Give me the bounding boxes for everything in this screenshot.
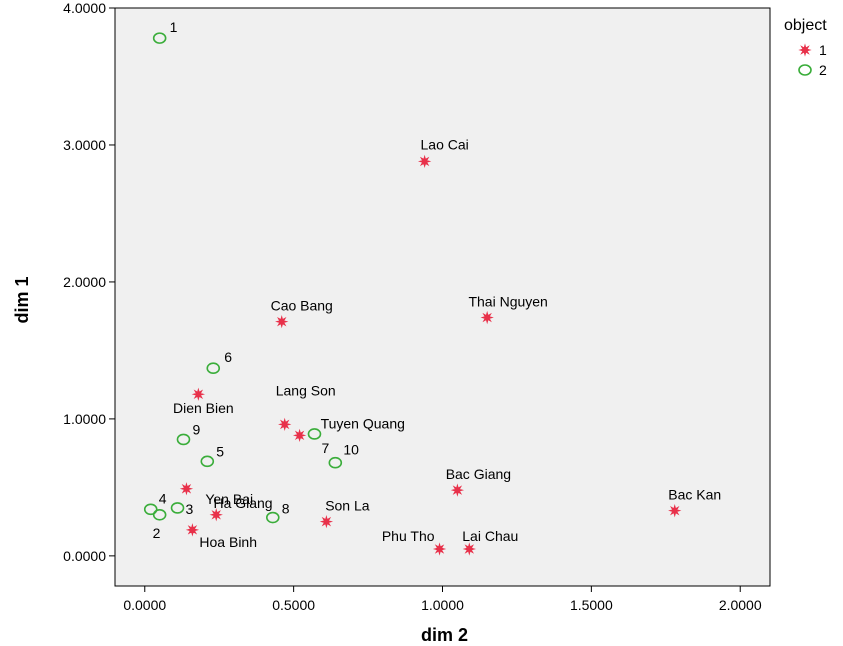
data-point-circle — [798, 64, 812, 76]
data-point-star — [209, 508, 223, 522]
point-label: Ha Giang — [213, 495, 272, 511]
point-label: 7 — [321, 440, 329, 456]
data-point-circle — [170, 502, 185, 514]
point-label: Phu Tho — [382, 528, 435, 544]
y-axis-label: dim 1 — [12, 276, 32, 323]
point-label: 5 — [216, 443, 224, 459]
point-label: Thai Nguyen — [468, 294, 547, 310]
series-2: 1 6 95 7 10 4 3 2 8 — [143, 19, 359, 541]
data-point-circle — [328, 456, 343, 469]
x-tick-label: 0.0000 — [123, 597, 166, 613]
point-label: 8 — [282, 501, 290, 517]
data-point-star — [668, 504, 682, 518]
data-point-star — [417, 154, 432, 169]
data-point-star — [191, 387, 206, 401]
point-label: 9 — [192, 421, 200, 437]
legend-title: object — [784, 17, 827, 34]
data-point-circle — [200, 455, 215, 468]
point-label: Cao Bang — [271, 298, 333, 314]
point-label: 4 — [159, 490, 167, 506]
point-label: Tuyen Quang — [321, 415, 405, 431]
y-tick-label: 3.0000 — [63, 137, 106, 153]
x-tick-label: 0.5000 — [272, 597, 315, 613]
data-point-circle — [206, 362, 221, 375]
point-label: Lai Chau — [462, 528, 518, 544]
data-point-star — [275, 314, 289, 329]
y-tick-label: 0.0000 — [63, 548, 106, 564]
data-point-circle — [265, 511, 280, 524]
series-1: Lao Cai Thai Nguyen Cao Bang Dien Bien Lang … — [173, 136, 721, 556]
legend: object 1 2 — [784, 17, 827, 78]
data-point-circle — [143, 503, 158, 516]
data-point-circle — [152, 32, 167, 44]
point-label: Dien Bien — [173, 400, 234, 416]
data-point-star — [450, 483, 465, 497]
y-tick-label: 4.0000 — [63, 0, 106, 16]
y-tick-label: 2.0000 — [63, 274, 106, 290]
data-point-circle — [176, 433, 191, 446]
point-label: Bac Giang — [446, 466, 511, 482]
data-point-star — [179, 482, 194, 496]
data-point-star — [462, 542, 476, 556]
point-label: 2 — [153, 525, 161, 541]
point-label: 6 — [224, 349, 232, 365]
data-point-star — [292, 428, 307, 442]
y-tick-label: 1.0000 — [63, 411, 106, 427]
plot-area — [114, 7, 771, 587]
data-point-star — [278, 417, 292, 432]
point-label: Yen Bai — [205, 491, 253, 507]
data-point-star — [480, 310, 494, 325]
x-tick-label: 2.0000 — [719, 597, 762, 613]
data-point-star — [319, 514, 334, 529]
legend-entry: 1 — [798, 42, 827, 58]
legend-label: 2 — [819, 62, 827, 78]
point-label: 10 — [343, 442, 359, 458]
legend-label: 1 — [819, 42, 827, 58]
x-tick-label: 1.5000 — [570, 597, 613, 613]
point-label: Hoa Binh — [199, 534, 257, 550]
x-axis-label: dim 2 — [421, 625, 468, 645]
point-label: Lao Cai — [421, 136, 469, 152]
data-point-star — [798, 43, 812, 57]
point-label: Son La — [325, 498, 370, 514]
data-point-circle — [152, 508, 167, 521]
data-point-circle — [307, 428, 322, 440]
x-tick-label: 1.0000 — [421, 597, 464, 613]
point-label: Bac Kan — [668, 487, 721, 503]
legend-entry: 2 — [798, 62, 827, 78]
point-label: 3 — [186, 501, 194, 517]
point-label: 1 — [170, 19, 178, 35]
point-label: Lang Son — [276, 382, 336, 398]
data-point-star — [185, 523, 200, 537]
data-point-star — [432, 542, 447, 556]
